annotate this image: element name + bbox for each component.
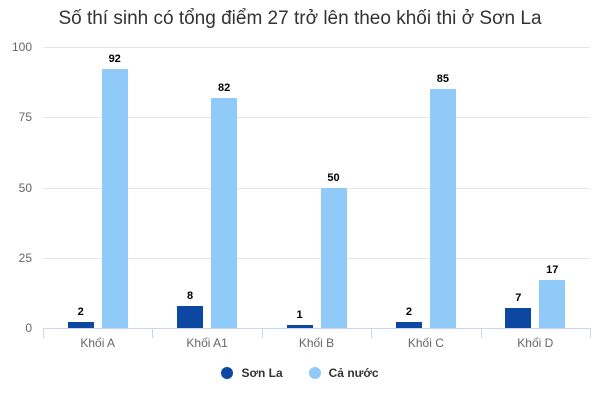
bar[interactable] — [177, 305, 204, 328]
bar[interactable] — [211, 97, 238, 328]
legend: Sơn La Cả nước — [0, 366, 600, 380]
data-label: 50 — [327, 171, 340, 184]
y-tick-label: 0 — [25, 321, 32, 335]
y-tick-label: 75 — [18, 110, 32, 125]
x-tick-label: Khối C — [407, 336, 444, 350]
legend-label-son-la: Sơn La — [241, 366, 283, 380]
gridline — [43, 187, 590, 189]
gridline — [43, 47, 590, 48]
y-tick-label: 50 — [18, 180, 32, 195]
x-tick-mark — [590, 328, 591, 338]
bar[interactable] — [320, 187, 347, 328]
bar[interactable] — [67, 322, 94, 328]
x-tick-label: Khối A1 — [186, 336, 228, 350]
x-tick-mark — [152, 328, 154, 338]
x-tick-label: Khối D — [517, 336, 554, 350]
x-tick-label: Khối B — [298, 336, 335, 350]
y-tick-label: 25 — [18, 250, 32, 265]
data-label: 82 — [217, 81, 231, 94]
data-label: 2 — [77, 306, 84, 319]
data-label: 8 — [187, 289, 194, 302]
x-axis-line — [43, 328, 590, 329]
bar[interactable] — [101, 69, 128, 328]
legend-label-ca-nuoc: Cả nước — [328, 366, 379, 380]
legend-item-ca-nuoc[interactable]: Cả nước — [308, 366, 379, 380]
data-label: 1 — [296, 309, 303, 322]
bar[interactable] — [539, 280, 566, 328]
gridline — [43, 257, 590, 259]
x-tick-mark — [43, 328, 44, 338]
x-tick-mark — [371, 328, 373, 338]
bar[interactable] — [429, 89, 456, 328]
x-tick-label: Khối A — [80, 336, 116, 350]
bar[interactable] — [286, 325, 313, 328]
x-tick-mark — [261, 328, 263, 338]
data-label: 85 — [436, 73, 450, 86]
data-label: 17 — [546, 264, 559, 277]
y-tick-label: 100 — [11, 40, 32, 54]
plot-area: 2 92 8 82 1 50 2 85 7 17 — [43, 47, 590, 328]
data-label: 7 — [515, 292, 522, 305]
chart-title: Số thí sinh có tổng điểm 27 trở lên theo… — [58, 8, 542, 29]
legend-item-son-la[interactable]: Sơn La — [221, 366, 283, 380]
legend-marker-son-la — [221, 367, 234, 379]
x-tick-mark — [480, 328, 482, 338]
data-label: 92 — [108, 53, 121, 66]
bar[interactable] — [505, 308, 532, 328]
data-label: 2 — [405, 306, 412, 319]
bar[interactable] — [395, 322, 422, 328]
gridline — [43, 117, 590, 119]
legend-marker-ca-nuoc — [308, 367, 321, 379]
